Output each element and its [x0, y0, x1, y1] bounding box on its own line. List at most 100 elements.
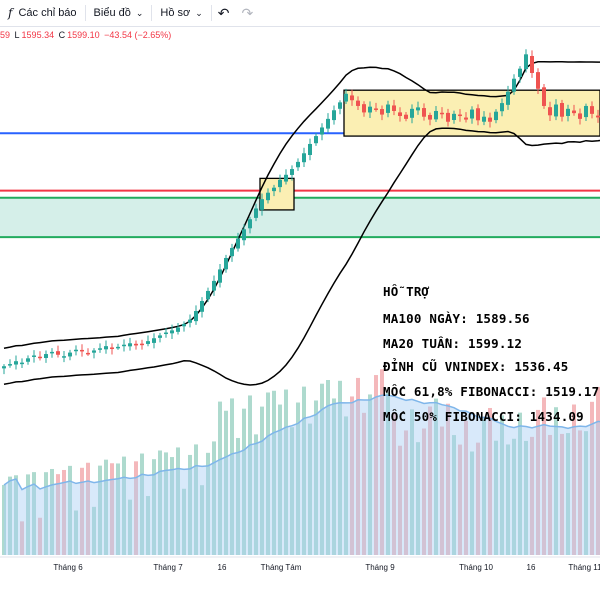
- chart-type-button[interactable]: Biểu đồ ⌄: [86, 0, 152, 26]
- volume-bar: [290, 427, 294, 555]
- candle-body: [344, 93, 348, 102]
- volume-bar: [356, 377, 360, 555]
- volume-ma-layer: [3, 394, 600, 555]
- volume-bar: [74, 510, 78, 555]
- profile-button[interactable]: Hồ sơ ⌄: [152, 0, 210, 26]
- undo-icon[interactable]: ↶: [217, 4, 230, 21]
- volume-bar: [56, 474, 60, 555]
- candle-body: [422, 108, 426, 117]
- volume-bar: [200, 485, 204, 555]
- volume-bar: [476, 442, 480, 555]
- volume-bar: [362, 412, 366, 555]
- volume-bar: [26, 474, 30, 555]
- candle-body: [50, 351, 54, 354]
- volume-bar: [530, 436, 534, 555]
- candle-body: [32, 355, 36, 357]
- indicators-button[interactable]: f Các chỉ báo: [0, 0, 85, 26]
- volume-bar: [434, 398, 438, 555]
- candle-body: [416, 107, 420, 111]
- candle-body: [2, 366, 6, 369]
- candle-body: [98, 348, 102, 350]
- volume-bar: [524, 440, 528, 555]
- volume-bar: [146, 496, 150, 555]
- volume-bar: [50, 468, 54, 555]
- volume-bar: [32, 472, 36, 555]
- candle-body: [446, 112, 450, 122]
- volume-bar: [368, 394, 372, 555]
- candle-body: [578, 113, 582, 119]
- candle-body: [170, 330, 174, 334]
- volume-bar: [194, 444, 198, 555]
- volume-bar: [458, 444, 462, 555]
- volume-bar: [398, 445, 402, 555]
- candle-body: [374, 108, 378, 110]
- candle-body: [518, 68, 522, 77]
- volume-bar: [500, 415, 504, 555]
- candle-body: [44, 354, 48, 359]
- candle-body: [272, 187, 276, 192]
- volume-bar: [596, 386, 600, 555]
- legend-high: 59: [0, 30, 11, 40]
- candle-body: [26, 358, 30, 362]
- candle-body: [92, 350, 96, 353]
- toolbar-divider: [84, 5, 86, 21]
- bollinger-lower-band: [3, 127, 600, 386]
- volume-bar: [98, 465, 102, 555]
- candle-body: [362, 104, 366, 113]
- volume-bar: [548, 434, 552, 555]
- function-icon: f: [8, 6, 13, 20]
- volume-bar: [218, 401, 222, 555]
- candle-body: [596, 115, 600, 118]
- volume-bar: [404, 430, 408, 555]
- candle-body: [554, 104, 558, 117]
- candles-layer: [2, 49, 600, 375]
- candle-body: [512, 78, 516, 92]
- candle-body: [380, 109, 384, 115]
- support-zone-layer: [0, 197, 600, 238]
- x-tick-label: 16: [527, 563, 536, 572]
- candle-body: [548, 107, 552, 116]
- candle-body: [284, 174, 288, 182]
- volume-ma-line: [3, 394, 600, 491]
- toolbar-divider: [210, 5, 212, 21]
- volume-bar: [488, 407, 492, 555]
- volume-bar: [446, 403, 450, 555]
- candle-body: [116, 346, 120, 349]
- volume-bar: [8, 476, 12, 555]
- volume-bar: [272, 390, 276, 555]
- candle-body: [20, 362, 24, 365]
- volume-bar: [566, 433, 570, 555]
- candle-body: [506, 91, 510, 105]
- volume-bar: [254, 434, 258, 555]
- indicators-label: Các chỉ báo: [18, 7, 77, 19]
- volume-bar: [236, 437, 240, 555]
- volume-bar: [422, 428, 426, 555]
- volume-bar: [326, 380, 330, 555]
- volume-bar: [386, 392, 390, 555]
- volume-bar: [320, 383, 324, 555]
- x-tick-label: Tháng 6: [53, 563, 83, 572]
- candle-body: [158, 335, 162, 338]
- candle-body: [80, 349, 84, 352]
- candle-body: [224, 257, 228, 270]
- candle-body: [128, 343, 132, 347]
- volume-bar: [296, 402, 300, 555]
- legend-close: 1599.10: [67, 30, 100, 40]
- volume-bar: [590, 401, 594, 555]
- candle-body: [164, 332, 168, 335]
- candle-body: [254, 208, 258, 218]
- profile-label: Hồ sơ: [160, 7, 191, 19]
- candle-body: [278, 179, 282, 188]
- candle-body: [104, 346, 108, 350]
- support-line-3: ĐỈNH CŨ VNINDEX: 1536.45: [383, 359, 569, 374]
- redo-icon[interactable]: ↷: [241, 4, 254, 21]
- support-line-5: MỐC 50% FIBONACCI: 1434.09: [383, 409, 584, 424]
- volume-bar: [62, 469, 66, 555]
- candle-body: [530, 56, 534, 73]
- volume-bar: [170, 457, 174, 555]
- candle-body: [296, 161, 300, 168]
- volume-bar: [410, 409, 414, 555]
- bollinger-upper-band: [3, 60, 600, 349]
- legend-low-label: L: [14, 30, 20, 40]
